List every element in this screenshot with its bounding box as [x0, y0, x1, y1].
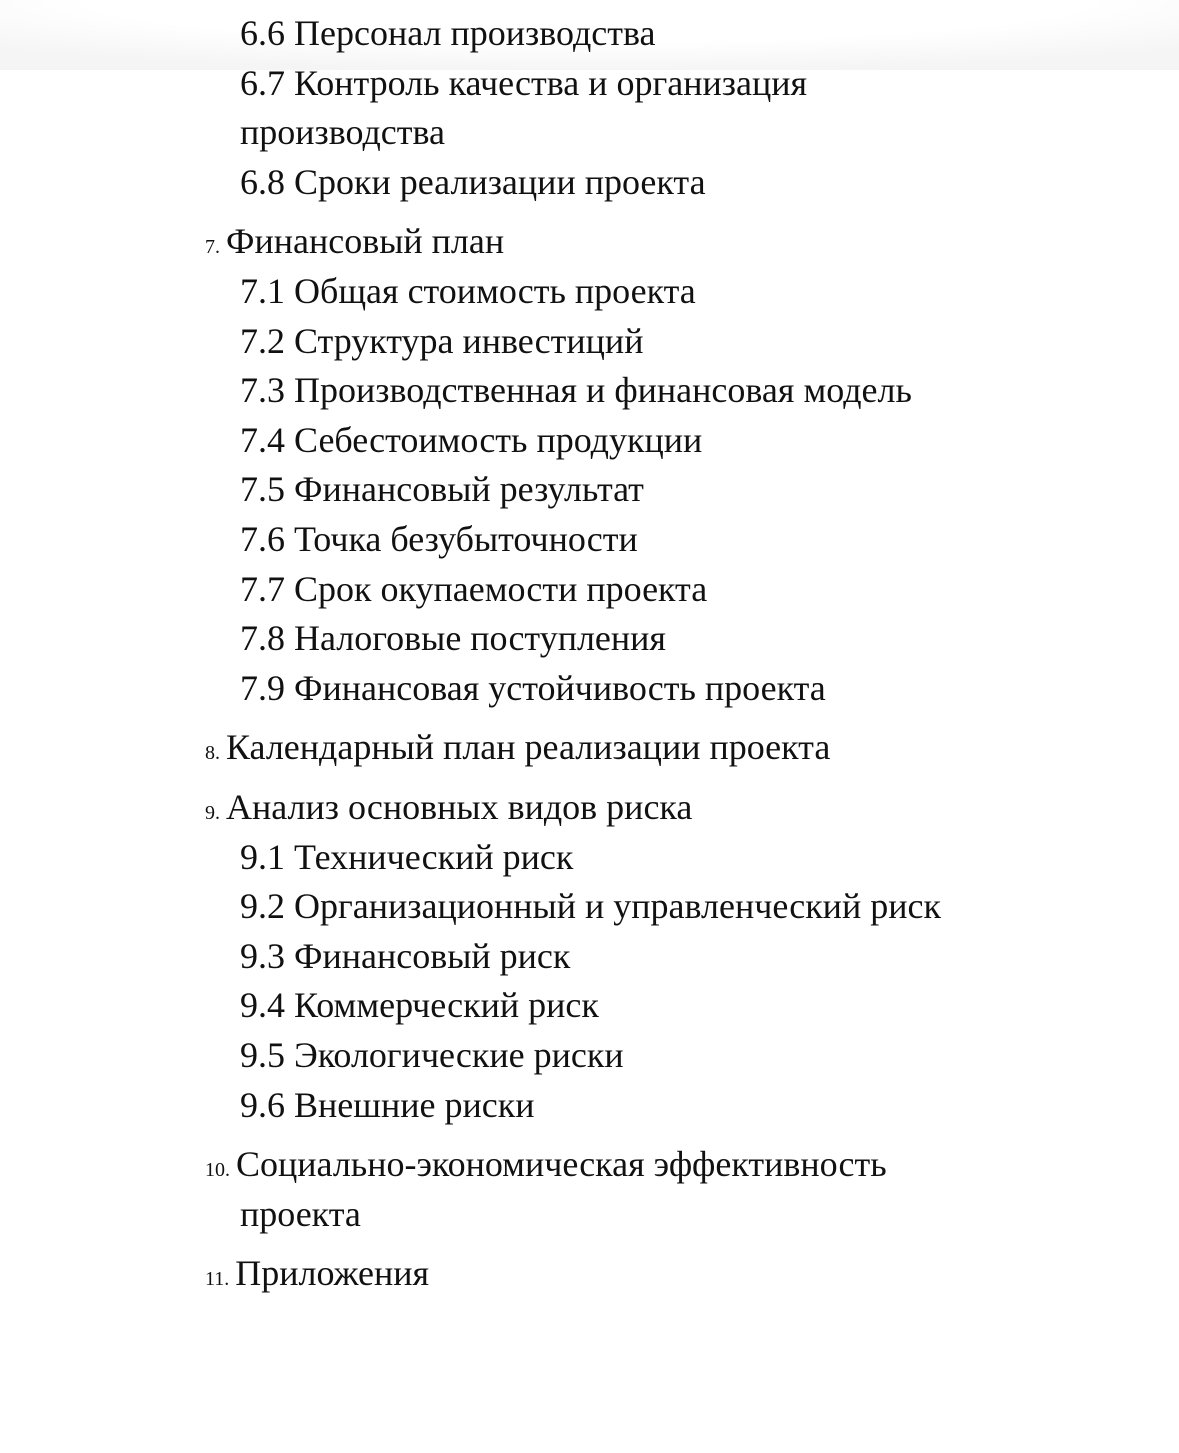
toc-section-number: 10. [205, 1159, 230, 1182]
toc-item-label: 9.3 Финансовый риск [240, 935, 571, 976]
toc-section: 10. Социально-экономическая эффективность [205, 1139, 887, 1195]
toc-subsection: 7.9 Финансовая устойчивость проекта [240, 663, 826, 713]
toc-item-continuation: проекта [240, 1189, 361, 1239]
toc-item-label: 9.6 Внешние риски [240, 1084, 535, 1125]
toc-item-label: 9.4 Коммерческий риск [240, 985, 599, 1026]
toc-item-label: Приложения [235, 1253, 430, 1294]
toc-section: 9. Анализ основных видов риска [205, 782, 692, 838]
page-shadow [0, 0, 1179, 70]
toc-section-number: 7. [205, 236, 220, 259]
toc-item-label: 9.2 Организационный и управленческий рис… [240, 886, 941, 927]
toc-item-label: 7.9 Финансовая устойчивость проекта [240, 667, 826, 708]
toc-subsection: 9.6 Внешние риски [240, 1080, 535, 1130]
toc-subsection: 7.5 Финансовый результат [240, 464, 644, 514]
toc-section: 7. Финансовый план [205, 216, 504, 272]
toc-section-number: 11. [205, 1268, 230, 1291]
toc-subsection: 6.7 Контроль качества и организация [240, 58, 807, 108]
toc-item-label: Анализ основных видов риска [226, 787, 693, 827]
toc-item-label: Финансовый план [226, 221, 505, 262]
toc-subsection: 9.5 Экологические риски [240, 1030, 624, 1080]
toc-subsection: 6.8 Сроки реализации проекта [240, 157, 706, 207]
toc-item-label: 7.6 Точка безубыточности [240, 519, 638, 559]
toc-subsection: 9.3 Финансовый риск [240, 931, 570, 981]
toc-item-label: 7.3 Производственная и финансовая модель [240, 370, 912, 411]
toc-section-number: 8. [205, 742, 220, 765]
toc-subsection: 7.4 Себестоимость продукции [240, 415, 702, 465]
toc-item-label: 7.1 Общая стоимость проекта [240, 271, 696, 311]
toc-item-label: Социально-экономическая эффективность [236, 1144, 887, 1185]
toc-subsection: 7.7 Срок окупаемости проекта [240, 564, 707, 614]
toc-subsection: 7.8 Налоговые поступления [240, 613, 666, 663]
toc-item-label: 6.8 Сроки реализации проекта [240, 161, 706, 202]
toc-item-label: 7.7 Срок окупаемости проекта [240, 568, 708, 609]
toc-item-label: 7.8 Налоговые поступления [240, 618, 666, 659]
toc-subsection: 9.2 Организационный и управленческий рис… [240, 881, 941, 931]
toc-item-label: 9.1 Технический риск [240, 836, 574, 877]
toc-section: 11. Приложения [205, 1248, 429, 1304]
toc-item-label: проекта [240, 1193, 361, 1234]
toc-item-label: 7.5 Финансовый результат [240, 469, 644, 510]
toc-subsection: 7.2 Структура инвестиций [240, 316, 643, 366]
toc-item-label: 6.7 Контроль качества и организация [240, 62, 808, 103]
toc-subsection: 9.4 Коммерческий риск [240, 980, 599, 1030]
toc-item-continuation: производства [240, 107, 445, 157]
toc-section: 8. Календарный план реализации проекта [205, 722, 830, 778]
toc-item-label: 6.6 Персонал производства [240, 13, 656, 53]
toc-subsection: 7.6 Точка безубыточности [240, 514, 638, 564]
toc-subsection: 7.3 Производственная и финансовая модель [240, 365, 912, 415]
toc-subsection: 6.6 Персонал производства [240, 8, 655, 58]
toc-item-label: 7.4 Себестоимость продукции [240, 419, 703, 460]
toc-item-label: Календарный план реализации проекта [226, 727, 831, 768]
toc-item-label: 9.5 Экологические риски [240, 1035, 624, 1075]
toc-item-label: производства [240, 112, 445, 153]
toc-subsection: 9.1 Технический риск [240, 832, 573, 882]
toc-item-label: 7.2 Структура инвестиций [240, 320, 644, 361]
toc-section-number: 9. [205, 802, 220, 824]
toc-subsection: 7.1 Общая стоимость проекта [240, 266, 696, 316]
